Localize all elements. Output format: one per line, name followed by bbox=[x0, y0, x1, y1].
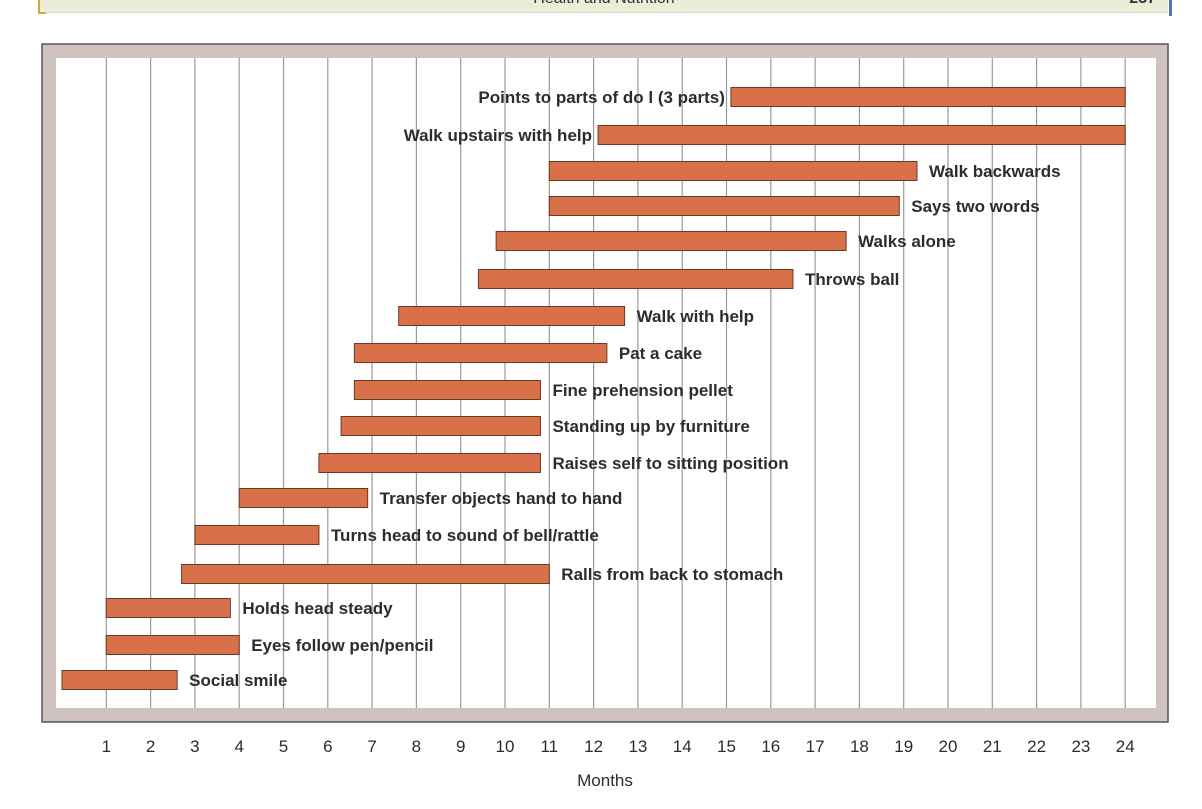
x-tick-label-18: 18 bbox=[850, 737, 869, 756]
milestone-label-7: Walk with help bbox=[637, 307, 754, 326]
milestone-bar-2 bbox=[597, 125, 1126, 145]
milestone-bar-7 bbox=[398, 306, 626, 326]
milestone-label-12: Transfer objects hand to hand bbox=[380, 489, 623, 508]
milestone-bar-11 bbox=[318, 453, 541, 473]
milestone-label-16: Eyes follow pen/pencil bbox=[251, 636, 433, 655]
header-title: Health and Nutrition bbox=[40, 0, 1168, 8]
milestone-bar-5 bbox=[495, 231, 847, 251]
x-tick-label-3: 3 bbox=[190, 737, 199, 756]
milestone-label-10: Standing up by furniture bbox=[552, 417, 749, 436]
x-tick-label-17: 17 bbox=[806, 737, 825, 756]
milestone-bar-1 bbox=[730, 87, 1126, 107]
x-tick-label-8: 8 bbox=[412, 737, 421, 756]
milestone-bar-15 bbox=[105, 598, 231, 618]
x-tick-label-16: 16 bbox=[761, 737, 780, 756]
page-header-strip: Health and Nutrition 257 bbox=[38, 0, 1172, 16]
milestone-label-4: Says two words bbox=[911, 197, 1039, 216]
milestone-label-6: Throws ball bbox=[805, 270, 899, 289]
bars-group bbox=[61, 87, 1126, 690]
milestone-label-9: Fine prehension pellet bbox=[552, 381, 733, 400]
milestone-bar-9 bbox=[353, 380, 541, 400]
x-tick-label-24: 24 bbox=[1116, 737, 1135, 756]
milestone-bar-17 bbox=[61, 670, 178, 690]
header-page-number: 257 bbox=[1129, 0, 1156, 8]
x-tick-label-9: 9 bbox=[456, 737, 465, 756]
x-tick-label-23: 23 bbox=[1071, 737, 1090, 756]
milestone-bar-12 bbox=[238, 488, 369, 508]
x-tick-label-20: 20 bbox=[939, 737, 958, 756]
x-tick-label-11: 11 bbox=[540, 737, 558, 756]
x-tick-label-13: 13 bbox=[628, 737, 647, 756]
x-tick-label-2: 2 bbox=[146, 737, 155, 756]
x-tick-label-7: 7 bbox=[367, 737, 376, 756]
x-tick-label-5: 5 bbox=[279, 737, 288, 756]
x-tick-labels: 1 2 3 4 5 6 7 8 9 10 11 12 13 14 15 16 17 18 19 20 21 22 23 24 bbox=[102, 737, 1135, 756]
x-tick-label-15: 15 bbox=[717, 737, 736, 756]
x-tick-label-1: 1 bbox=[102, 737, 111, 756]
bar-labels-group: Points to parts of do l (3 parts) Walk up… bbox=[189, 88, 1060, 690]
milestone-label-13: Turns head to sound of bell/rattle bbox=[331, 526, 599, 545]
x-tick-label-22: 22 bbox=[1027, 737, 1046, 756]
x-tick-label-12: 12 bbox=[584, 737, 603, 756]
milestone-label-5: Walks alone bbox=[858, 232, 956, 251]
x-tick-label-6: 6 bbox=[323, 737, 332, 756]
milestone-bar-4 bbox=[548, 196, 900, 216]
header-bracket-left bbox=[38, 12, 46, 14]
x-axis-title: Months bbox=[577, 771, 633, 790]
milestone-label-8: Pat a cake bbox=[619, 344, 702, 363]
milestone-bar-13 bbox=[194, 525, 320, 545]
milestone-bar-14 bbox=[181, 564, 550, 584]
header-bracket-right bbox=[1169, 0, 1172, 16]
milestone-label-11: Raises self to sitting position bbox=[552, 454, 788, 473]
milestone-label-2: Walk upstairs with help bbox=[404, 126, 592, 145]
milestone-label-15: Holds head steady bbox=[242, 599, 393, 618]
milestone-label-14: Ralls from back to stomach bbox=[561, 565, 783, 584]
x-tick-label-4: 4 bbox=[234, 737, 243, 756]
milestone-bar-6 bbox=[477, 269, 794, 289]
x-tick-label-10: 10 bbox=[496, 737, 515, 756]
milestone-bar-8 bbox=[353, 343, 608, 363]
milestone-bar-16 bbox=[105, 635, 240, 655]
milestone-bar-3 bbox=[548, 161, 918, 181]
milestone-bar-10 bbox=[340, 416, 541, 436]
milestone-label-3: Walk backwards bbox=[929, 162, 1061, 181]
x-tick-label-14: 14 bbox=[673, 737, 692, 756]
x-tick-label-19: 19 bbox=[894, 737, 913, 756]
milestone-label-1: Points to parts of do l (3 parts) bbox=[478, 88, 725, 107]
x-tick-label-21: 21 bbox=[983, 737, 1002, 756]
milestone-label-17: Social smile bbox=[189, 671, 287, 690]
